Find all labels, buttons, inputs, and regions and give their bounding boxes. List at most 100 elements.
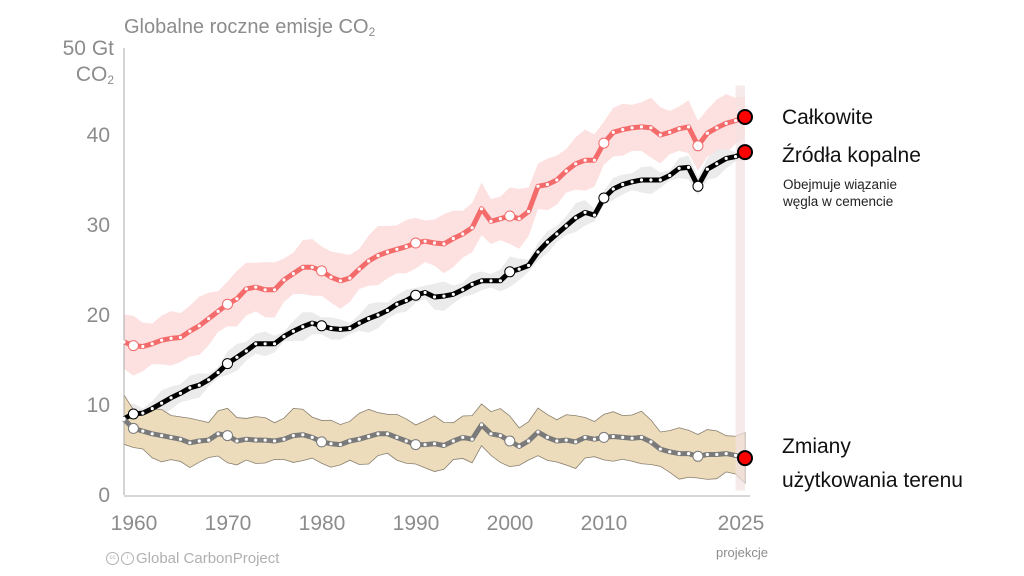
decade-marker [127,422,139,434]
band-1 [124,143,745,433]
year-dot [310,265,314,269]
year-dot [338,443,343,447]
year-dot [310,321,314,325]
year-dot [555,178,559,182]
year-dot [677,127,681,131]
year-dot [733,155,738,159]
year-dot [423,239,427,243]
year-dot [592,158,597,162]
year-dot [235,355,239,359]
year-dot [555,232,559,236]
year-dot [442,443,446,448]
y-axis-label: 50 Gt CO2 [62,37,114,87]
year-dot [583,158,587,162]
year-dot [489,219,493,223]
year-dot [536,250,540,254]
year-dot [301,265,305,269]
year-dot [574,216,578,220]
year-dot [733,119,738,123]
year-dot [686,165,691,169]
legend-land-use: Zmiany użytkowania terenu [782,435,963,492]
year-dot [376,254,380,258]
x-tick-label: 1960 [110,512,158,535]
year-dot [301,433,305,437]
decade-marker [222,358,233,370]
year-dot [150,342,154,346]
uncertainty-bands [123,94,746,485]
year-dot [282,335,286,339]
year-dot [432,442,437,446]
year-dot [733,453,738,457]
y-tick-label: 30 [86,214,110,237]
decade-marker [692,180,704,192]
year-dot [188,386,192,390]
year-dot [385,432,390,436]
decade-marker [504,435,516,447]
year-dot [141,344,145,349]
year-dot [705,167,709,171]
year-dot [658,178,662,182]
year-dot [178,391,183,395]
year-dot [498,217,502,221]
year-dot [724,121,728,125]
decade-marker [692,450,704,462]
year-dot [611,130,615,134]
y-tick-label: 40 [86,124,110,147]
year-dot [310,435,314,439]
endpoint-marker-1 [737,144,753,161]
x-tick-label: 2010 [580,512,628,535]
year-dot [272,288,277,292]
legend-fossil: Źródła kopalne [782,144,921,167]
year-dot [188,441,192,445]
year-dot [207,378,211,382]
year-dot [150,407,154,411]
year-dot [470,226,474,230]
decade-marker [316,436,328,448]
year-dot [282,278,286,282]
cc-icon: cc [106,552,119,565]
year-dot [574,440,578,444]
year-dot [385,308,390,313]
year-dot [621,182,625,187]
year-dot [188,329,192,333]
year-dot [216,432,220,436]
decade-marker [504,210,516,222]
year-dot [207,438,211,442]
x-tick-label: 1970 [204,512,252,535]
decade-marker [598,137,610,149]
decade-marker [410,439,422,451]
year-dot [197,383,201,387]
year-dot [244,349,248,353]
year-dot [404,439,408,443]
year-dot [677,166,681,170]
year-dot [235,297,239,301]
year-dot [348,439,352,443]
year-dot [517,444,521,448]
year-dot [216,309,220,313]
year-dot [282,437,286,441]
year-dot [432,295,437,299]
year-dot [479,207,484,211]
year-dot [291,329,295,333]
year-dot [668,450,672,454]
year-dot [141,429,145,433]
year-dot [348,326,352,331]
year-dot [395,435,399,439]
year-dot [724,156,728,160]
year-dot [291,434,295,438]
year-dot [592,213,597,217]
decade-marker [598,192,610,204]
year-dot [621,128,625,132]
year-dot [461,232,465,236]
year-dot [649,178,653,182]
year-dot [555,439,559,443]
year-dot [724,452,728,456]
y-tick-label: 0 [98,484,110,507]
year-dot [263,342,267,346]
year-dot [715,452,719,457]
attribution-icon: i [121,552,134,565]
year-dot [489,279,493,283]
year-dot [442,294,446,298]
year-dot [272,342,277,346]
